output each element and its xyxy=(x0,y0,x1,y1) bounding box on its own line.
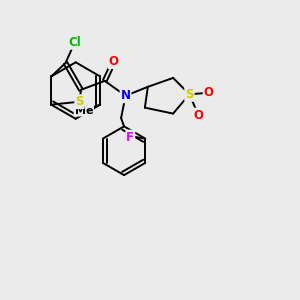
Text: O: O xyxy=(194,109,203,122)
Text: Cl: Cl xyxy=(68,36,81,49)
Text: Me: Me xyxy=(75,106,93,116)
Text: S: S xyxy=(185,88,194,101)
Text: O: O xyxy=(204,86,214,99)
Text: F: F xyxy=(126,130,134,144)
Text: S: S xyxy=(75,95,84,108)
Text: O: O xyxy=(109,55,119,68)
Text: N: N xyxy=(121,89,130,102)
